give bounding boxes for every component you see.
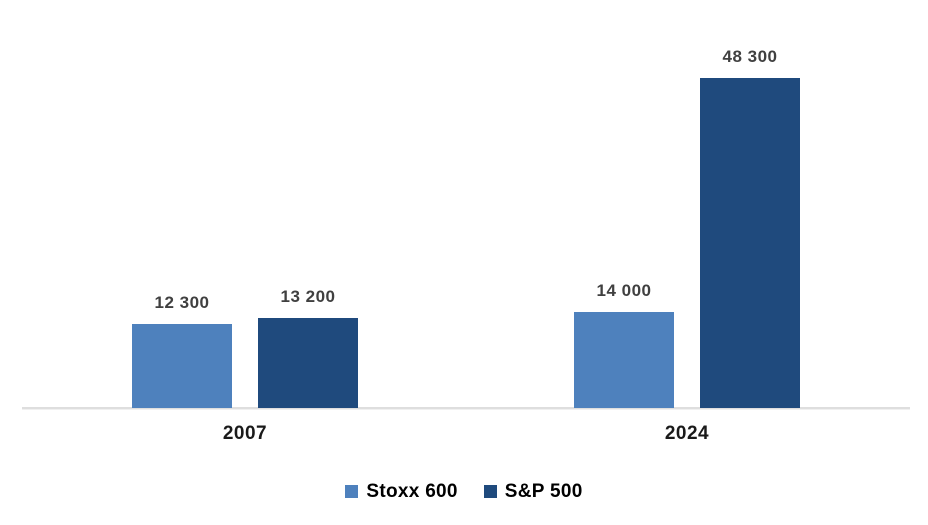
- bar-group-2024: 14 000 48 300: [574, 48, 800, 408]
- legend-swatch-stoxx-600-icon: [345, 485, 359, 498]
- bar-group-2007: 12 300 13 200: [132, 288, 358, 408]
- legend-label-stoxx-600: Stoxx 600: [366, 481, 458, 502]
- legend: Stoxx 600 S&P 500: [0, 482, 928, 501]
- bar-s-p-500-2024: [700, 78, 800, 408]
- legend-item-stoxx-600: Stoxx 600: [345, 482, 457, 501]
- data-label-s-p-500-2024: 48 300: [722, 47, 778, 67]
- legend-item-sp-500: S&P 500: [483, 481, 583, 502]
- x-axis-label-2007: 2007: [222, 423, 268, 444]
- legend-swatch-sp-500-icon: [483, 485, 497, 498]
- bar-wrap-s-p-500-2007: 13 200: [258, 288, 358, 408]
- data-label-stoxx-600-2007: 12 300: [154, 293, 210, 313]
- x-axis-label-2024: 2024: [664, 423, 710, 444]
- bar-stoxx-600-2024: [574, 312, 674, 408]
- bar-s-p-500-2007: [258, 318, 358, 408]
- bar-wrap-stoxx-600-2007: 12 300: [132, 294, 232, 408]
- legend-label-sp-500: S&P 500: [504, 481, 583, 502]
- data-label-s-p-500-2007: 13 200: [280, 287, 336, 307]
- bar-wrap-stoxx-600-2024: 14 000: [574, 282, 674, 408]
- x-axis-line: [22, 407, 910, 410]
- data-label-stoxx-600-2024: 14 000: [596, 281, 652, 301]
- bar-wrap-s-p-500-2024: 48 300: [700, 48, 800, 408]
- bar-stoxx-600-2007: [132, 324, 232, 408]
